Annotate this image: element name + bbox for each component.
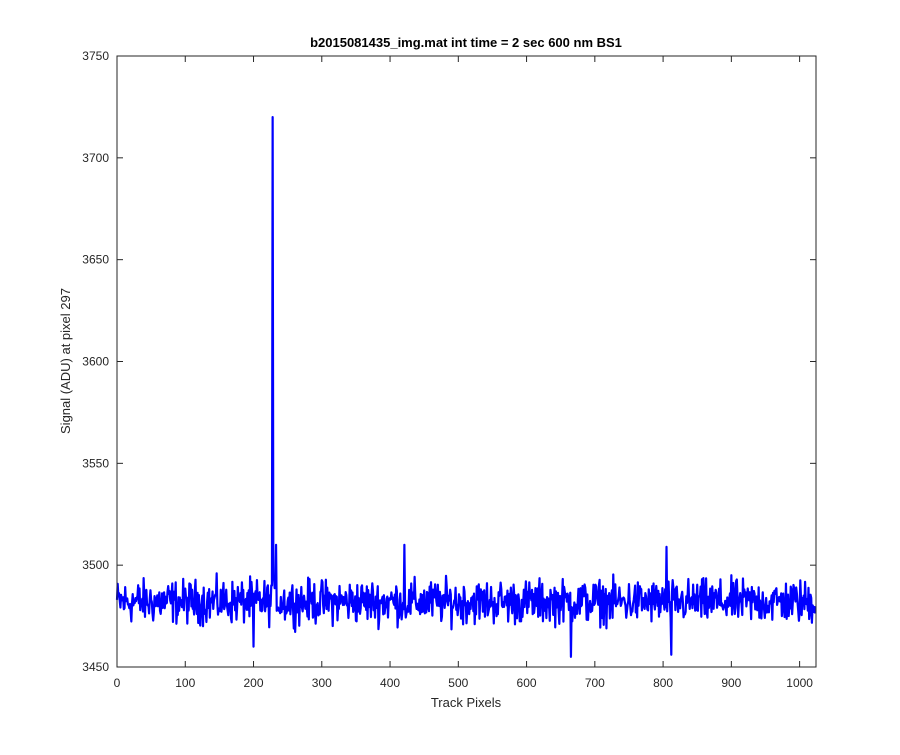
y-tick-label: 3600 <box>82 355 109 369</box>
series-layer <box>115 116 817 658</box>
x-tick-label: 500 <box>448 676 468 690</box>
x-tick-label: 400 <box>380 676 400 690</box>
y-axis-label: Signal (ADU) at pixel 297 <box>58 288 73 434</box>
y-tick-label: 3500 <box>82 558 109 572</box>
x-tick-label: 100 <box>175 676 195 690</box>
y-tick-label: 3750 <box>82 49 109 63</box>
chart-title: b2015081435_img.mat int time = 2 sec 600… <box>310 35 622 50</box>
y-tick-label: 3650 <box>82 253 109 267</box>
x-tick-label: 600 <box>517 676 537 690</box>
x-tick-label: 200 <box>244 676 264 690</box>
series-line <box>115 116 817 658</box>
y-tick-label: 3700 <box>82 151 109 165</box>
x-axis-label: Track Pixels <box>431 695 502 710</box>
plot-area <box>117 56 816 667</box>
y-tick-label: 3450 <box>82 660 109 674</box>
axes-layer: 0 100 200 300 400 500 600 700 800 900 1000 3450 3500… <box>82 49 817 690</box>
x-tick-label: 900 <box>721 676 741 690</box>
plot-background <box>117 56 816 667</box>
x-tick-label: 0 <box>114 676 121 690</box>
x-tick-label: 1000 <box>786 676 813 690</box>
x-tick-label: 800 <box>653 676 673 690</box>
x-tick-label: 700 <box>585 676 605 690</box>
x-tick-label: 300 <box>312 676 332 690</box>
y-tick-label: 3550 <box>82 456 109 470</box>
